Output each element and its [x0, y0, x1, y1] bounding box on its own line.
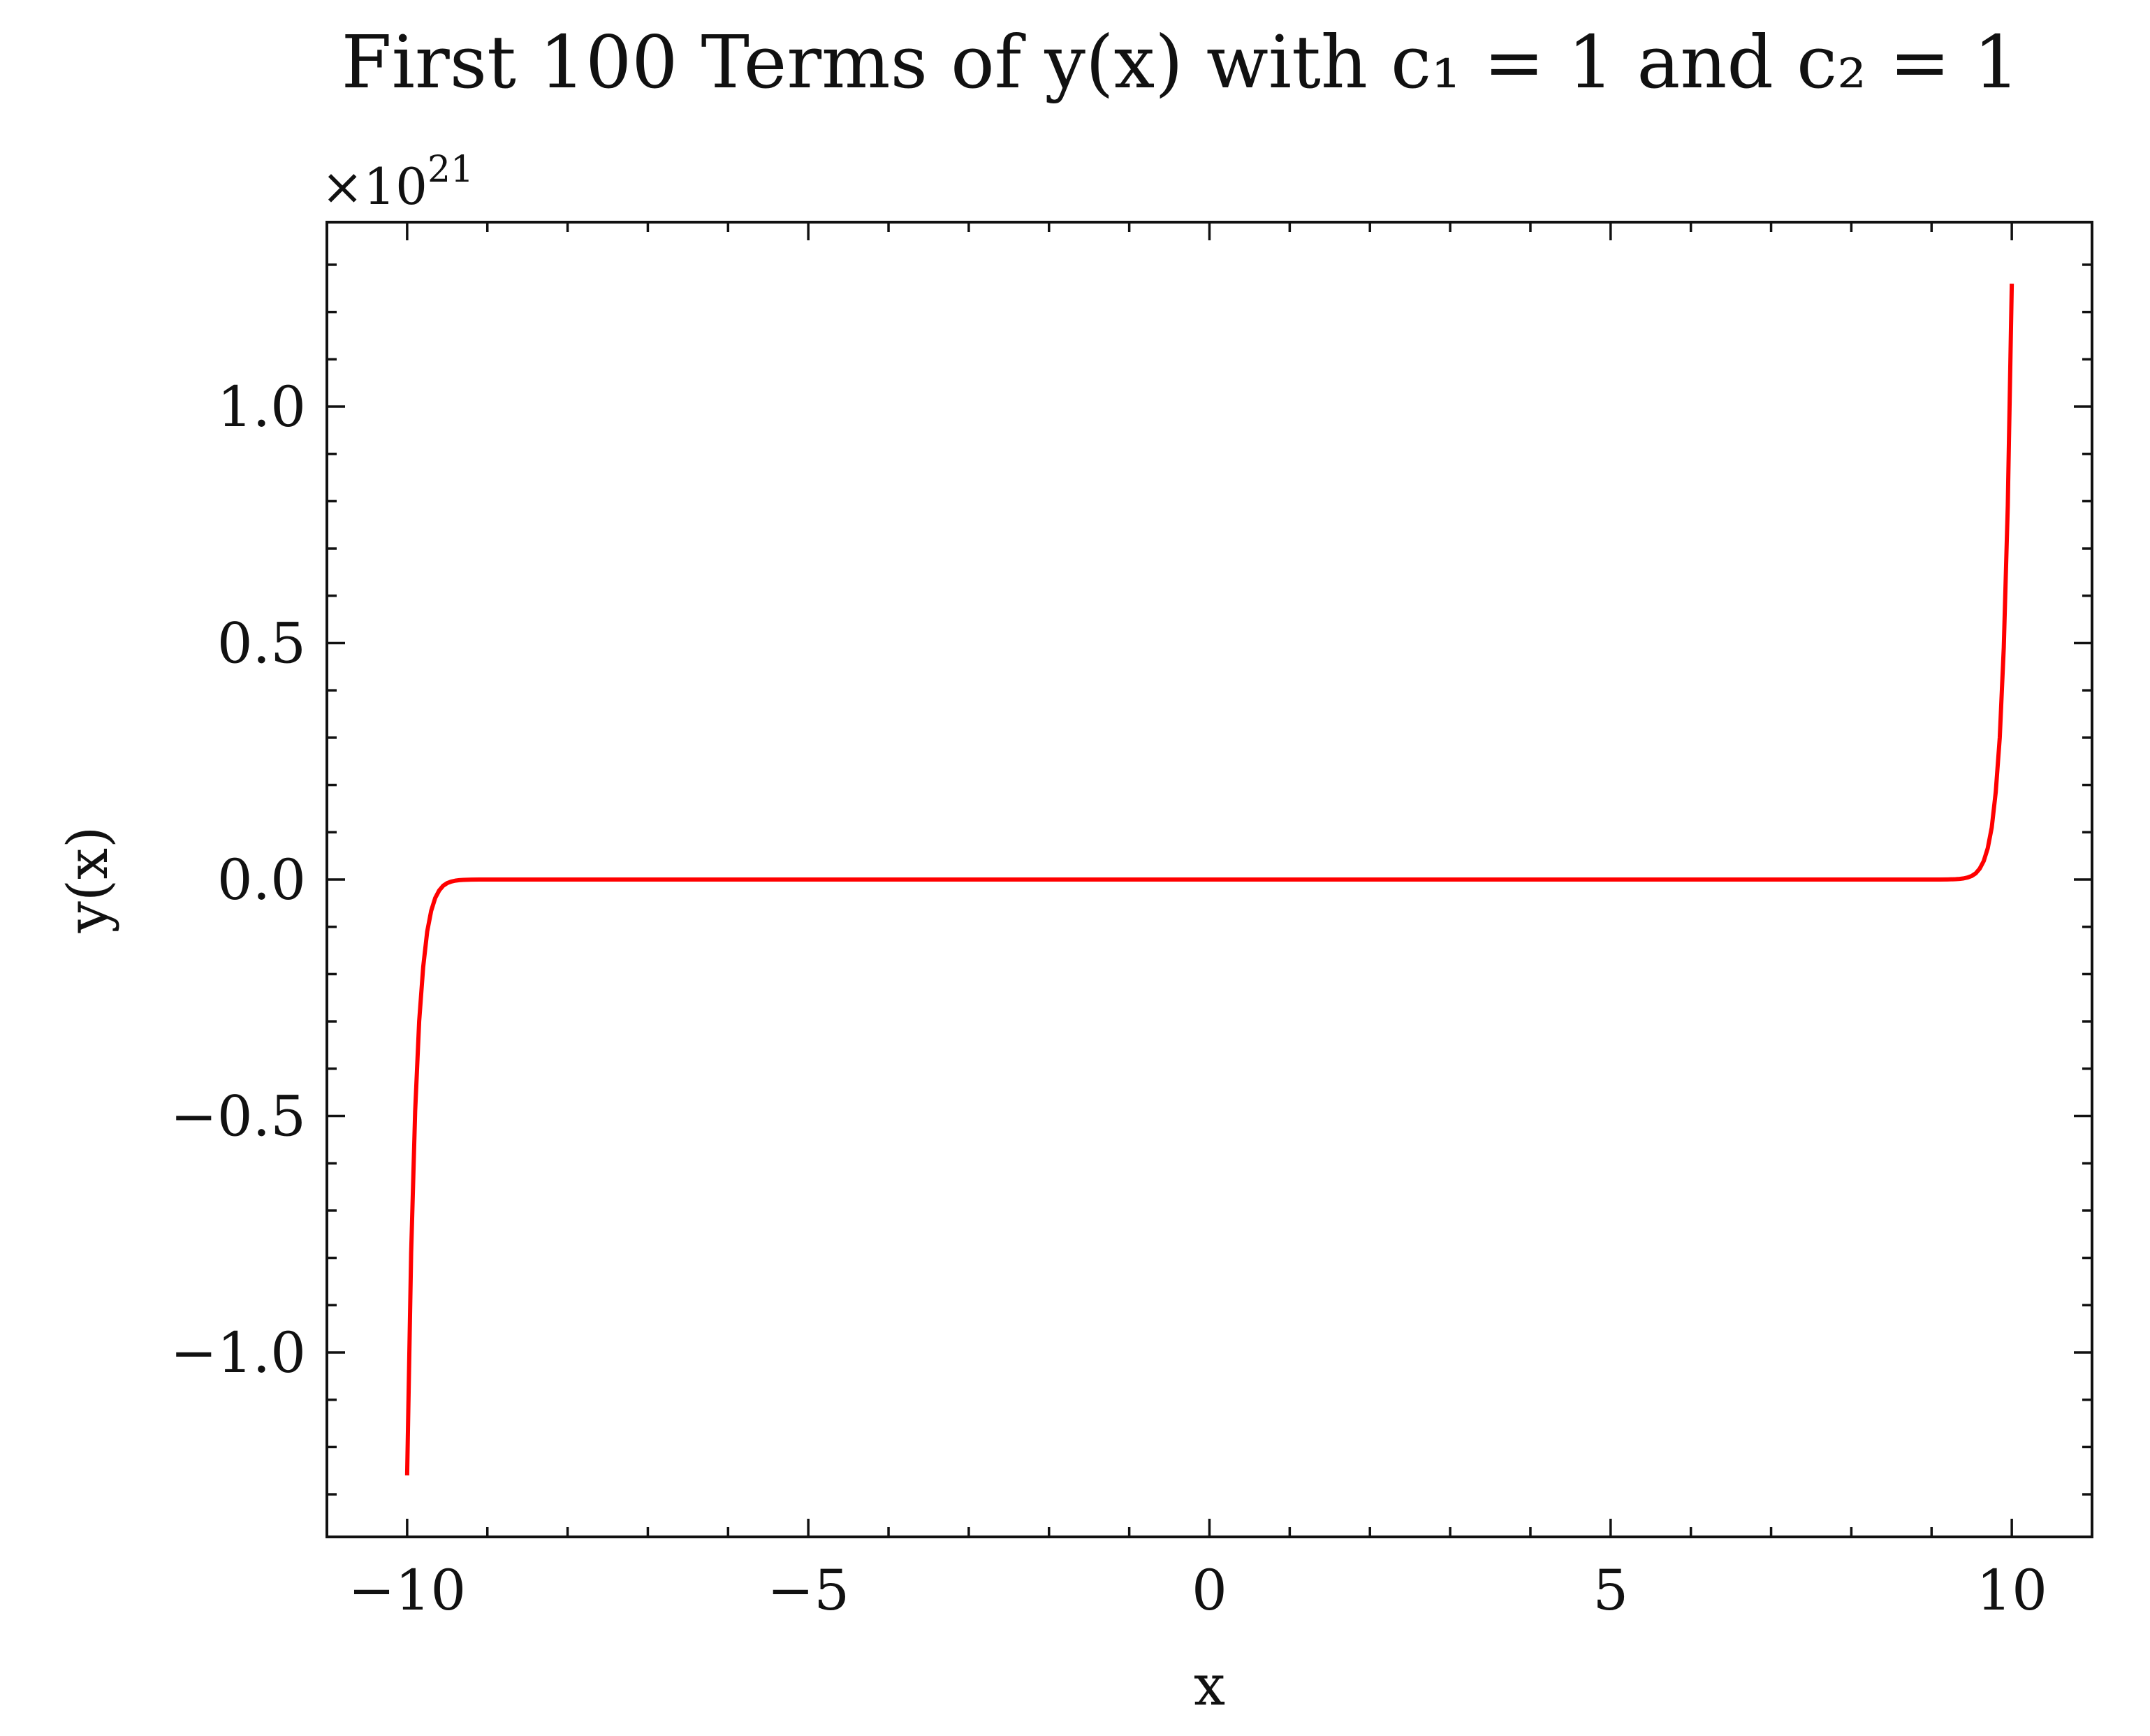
- x-tick-label: −10: [348, 1558, 466, 1623]
- chart-title: First 100 Terms of y(x) with c₁ = 1 and …: [342, 20, 2020, 105]
- axis-tick-labels: −10 −5 0 5 10 −1.0 −0.5 0.0 0.5 1.0: [170, 374, 2047, 1623]
- x-tick-label: 0: [1192, 1558, 1227, 1623]
- y-tick-label: −0.5: [170, 1084, 306, 1148]
- x-tick-label: −5: [767, 1558, 849, 1623]
- y-tick-label: 0.0: [217, 847, 306, 912]
- y-tick-label: 1.0: [217, 374, 306, 439]
- plot-area: [404, 283, 2014, 1476]
- axis-ticks: [326, 222, 2093, 1537]
- series-line-0: [404, 283, 2014, 1476]
- axes-frame: [326, 221, 2093, 1538]
- y-offset-base: ×10: [321, 157, 427, 216]
- y-axis-offset-label: ×1021: [321, 149, 474, 216]
- y-tick-label: −1.0: [170, 1320, 306, 1385]
- y-tick-label: 0.5: [217, 611, 306, 676]
- x-tick-label: 10: [1976, 1558, 2047, 1623]
- x-tick-label: 5: [1593, 1558, 1628, 1623]
- x-axis-label: x: [1194, 1653, 1225, 1718]
- y-axis-label: y(x): [55, 826, 120, 934]
- y-offset-exponent: 21: [427, 149, 474, 191]
- svg-text:×1021: ×1021: [321, 149, 474, 216]
